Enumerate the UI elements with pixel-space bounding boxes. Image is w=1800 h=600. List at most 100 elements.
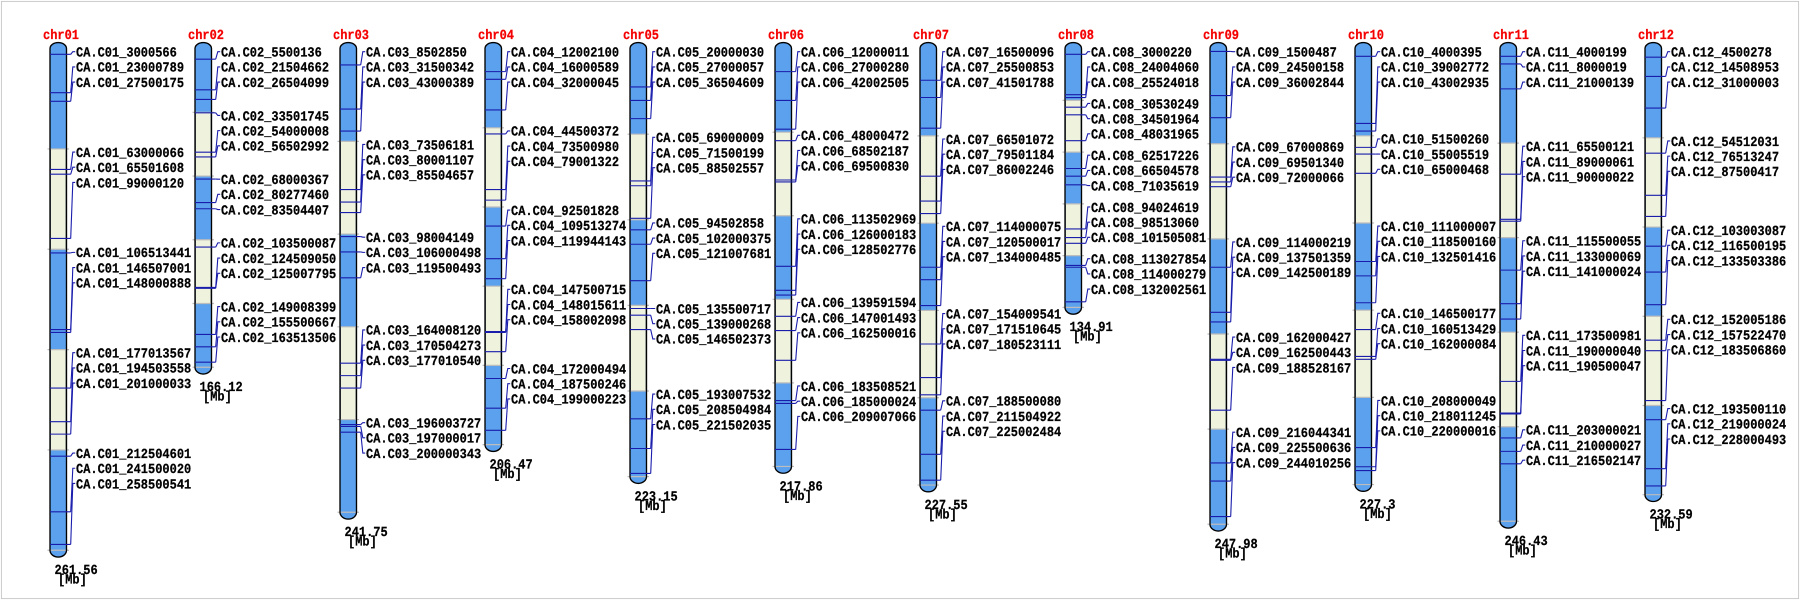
svg-text:[Mb]: [Mb]	[1073, 329, 1102, 345]
svg-text:CA.C02_54000008: CA.C02_54000008	[221, 124, 329, 140]
svg-text:CA.C04_172000494: CA.C04_172000494	[511, 362, 626, 378]
svg-text:CA.C11_8000019: CA.C11_8000019	[1526, 60, 1627, 76]
svg-text:CA.C06_126000183: CA.C06_126000183	[801, 227, 916, 243]
svg-text:CA.C02_21504662: CA.C02_21504662	[221, 60, 329, 76]
svg-text:CA.C09_225500636: CA.C09_225500636	[1236, 441, 1351, 457]
svg-text:CA.C09_24500158: CA.C09_24500158	[1236, 60, 1344, 76]
svg-text:CA.C04_79001322: CA.C04_79001322	[511, 155, 619, 171]
svg-text:CA.C05_94502858: CA.C05_94502858	[656, 216, 764, 232]
svg-text:CA.C07_211504922: CA.C07_211504922	[946, 409, 1061, 425]
svg-text:CA.C01_241500020: CA.C01_241500020	[76, 462, 191, 478]
svg-text:CA.C04_73500980: CA.C04_73500980	[511, 139, 619, 155]
svg-text:CA.C12_14508953: CA.C12_14508953	[1671, 60, 1779, 76]
svg-text:CA.C08_3000220: CA.C08_3000220	[1091, 45, 1192, 61]
svg-text:[Mb]: [Mb]	[348, 534, 377, 550]
svg-text:CA.C09_162000427: CA.C09_162000427	[1236, 330, 1351, 346]
svg-text:CA.C05_102000375: CA.C05_102000375	[656, 231, 771, 247]
svg-text:217.86: 217.86	[780, 479, 823, 495]
svg-text:134.91: 134.91	[1070, 320, 1113, 336]
svg-text:chr08: chr08	[1058, 28, 1094, 44]
svg-text:CA.C05_71500199: CA.C05_71500199	[656, 146, 764, 162]
svg-text:CA.C10_146500177: CA.C10_146500177	[1381, 307, 1496, 323]
svg-text:CA.C02_80277460: CA.C02_80277460	[221, 188, 329, 204]
svg-text:CA.C06_147001493: CA.C06_147001493	[801, 311, 916, 327]
svg-text:CA.C09_36002844: CA.C09_36002844	[1236, 75, 1344, 91]
svg-text:CA.C11_190500047: CA.C11_190500047	[1526, 359, 1641, 375]
svg-text:CA.C01_3000566: CA.C01_3000566	[76, 45, 177, 61]
svg-text:CA.C06_128502776: CA.C06_128502776	[801, 243, 916, 259]
svg-text:CA.C10_160513429: CA.C10_160513429	[1381, 322, 1496, 338]
svg-text:CA.C02_163513506: CA.C02_163513506	[221, 330, 336, 346]
svg-text:CA.C08_113027854: CA.C08_113027854	[1091, 252, 1206, 268]
svg-text:CA.C08_62517226: CA.C08_62517226	[1091, 149, 1199, 165]
svg-text:CA.C05_88502557: CA.C05_88502557	[656, 161, 764, 177]
svg-text:CA.C07_134000485: CA.C07_134000485	[946, 250, 1061, 266]
svg-text:CA.C11_141000024: CA.C11_141000024	[1526, 264, 1641, 280]
svg-text:CA.C10_43002935: CA.C10_43002935	[1381, 75, 1489, 91]
svg-text:CA.C02_5500136: CA.C02_5500136	[221, 45, 322, 61]
svg-text:232.59: 232.59	[1650, 507, 1693, 523]
svg-text:CA.C10_65000468: CA.C10_65000468	[1381, 163, 1489, 179]
svg-text:CA.C12_76513247: CA.C12_76513247	[1671, 149, 1779, 165]
svg-text:chr03: chr03	[333, 28, 369, 44]
svg-text:CA.C05_139000268: CA.C05_139000268	[656, 317, 771, 333]
svg-text:CA.C04_16000589: CA.C04_16000589	[511, 60, 619, 76]
svg-text:CA.C05_208504984: CA.C05_208504984	[656, 403, 771, 419]
svg-text:CA.C01_23000789: CA.C01_23000789	[76, 60, 184, 76]
svg-text:CA.C08_34501964: CA.C08_34501964	[1091, 112, 1199, 128]
svg-text:CA.C11_115500055: CA.C11_115500055	[1526, 234, 1641, 250]
svg-text:chr05: chr05	[623, 28, 659, 44]
svg-text:CA.C08_66504578: CA.C08_66504578	[1091, 164, 1199, 180]
svg-text:CA.C04_109513274: CA.C04_109513274	[511, 219, 626, 235]
svg-text:CA.C06_48000472: CA.C06_48000472	[801, 129, 909, 145]
svg-text:CA.C09_67000869: CA.C09_67000869	[1236, 140, 1344, 156]
svg-text:CA.C09_244010256: CA.C09_244010256	[1236, 456, 1351, 472]
svg-text:CA.C05_36504609: CA.C05_36504609	[656, 75, 764, 91]
svg-text:246.43: 246.43	[1505, 534, 1548, 550]
svg-text:CA.C06_69500830: CA.C06_69500830	[801, 159, 909, 175]
svg-text:CA.C03_164008120: CA.C03_164008120	[366, 323, 481, 339]
svg-text:CA.C01_194503558: CA.C01_194503558	[76, 361, 191, 377]
svg-text:CA.C04_119944143: CA.C04_119944143	[511, 234, 626, 250]
svg-text:206.47: 206.47	[490, 457, 533, 473]
svg-text:CA.C12_228000493: CA.C12_228000493	[1671, 432, 1786, 448]
svg-text:chr06: chr06	[768, 28, 804, 44]
svg-text:chr12: chr12	[1638, 28, 1674, 44]
svg-text:CA.C01_201000033: CA.C01_201000033	[76, 376, 191, 392]
svg-text:[Mb]: [Mb]	[1218, 546, 1247, 562]
svg-text:CA.C09_137501359: CA.C09_137501359	[1236, 250, 1351, 266]
svg-text:CA.C09_216044341: CA.C09_216044341	[1236, 426, 1351, 442]
svg-text:CA.C11_210000027: CA.C11_210000027	[1526, 438, 1641, 454]
svg-text:CA.C03_197000017: CA.C03_197000017	[366, 431, 481, 447]
svg-text:CA.C04_32000045: CA.C04_32000045	[511, 75, 619, 91]
svg-text:CA.C10_118500160: CA.C10_118500160	[1381, 235, 1496, 251]
svg-text:CA.C05_69000009: CA.C05_69000009	[656, 131, 764, 147]
svg-text:CA.C06_162500016: CA.C06_162500016	[801, 326, 916, 342]
svg-text:CA.C08_30530249: CA.C08_30530249	[1091, 97, 1199, 113]
svg-text:CA.C02_68000367: CA.C02_68000367	[221, 172, 329, 188]
svg-text:chr09: chr09	[1203, 28, 1239, 44]
svg-text:CA.C07_79501184: CA.C07_79501184	[946, 148, 1054, 164]
svg-text:chr10: chr10	[1348, 28, 1384, 44]
svg-text:[Mb]: [Mb]	[58, 572, 87, 588]
svg-text:CA.C11_216502147: CA.C11_216502147	[1526, 454, 1641, 470]
svg-text:CA.C03_177010540: CA.C03_177010540	[366, 354, 481, 370]
svg-text:CA.C02_103500087: CA.C02_103500087	[221, 236, 336, 252]
svg-text:CA.C01_27500175: CA.C01_27500175	[76, 75, 184, 91]
svg-text:CA.C08_71035619: CA.C08_71035619	[1091, 179, 1199, 195]
svg-text:chr04: chr04	[478, 28, 514, 44]
svg-text:247.98: 247.98	[1215, 537, 1258, 553]
svg-text:CA.C01_146507001: CA.C01_146507001	[76, 261, 191, 277]
svg-text:CA.C07_25500853: CA.C07_25500853	[946, 60, 1054, 76]
svg-text:[Mb]: [Mb]	[928, 507, 957, 523]
svg-text:CA.C01_99000120: CA.C01_99000120	[76, 176, 184, 192]
svg-text:241.75: 241.75	[345, 525, 388, 541]
svg-text:CA.C11_4000199: CA.C11_4000199	[1526, 45, 1627, 61]
svg-text:CA.C11_89000061: CA.C11_89000061	[1526, 155, 1634, 171]
svg-text:CA.C06_139591594: CA.C06_139591594	[801, 296, 916, 312]
svg-text:CA.C10_208000049: CA.C10_208000049	[1381, 394, 1496, 410]
svg-text:CA.C09_162500443: CA.C09_162500443	[1236, 346, 1351, 362]
svg-text:CA.C11_21000139: CA.C11_21000139	[1526, 75, 1634, 91]
svg-text:chr02: chr02	[188, 28, 224, 44]
svg-text:[Mb]: [Mb]	[1653, 517, 1682, 533]
